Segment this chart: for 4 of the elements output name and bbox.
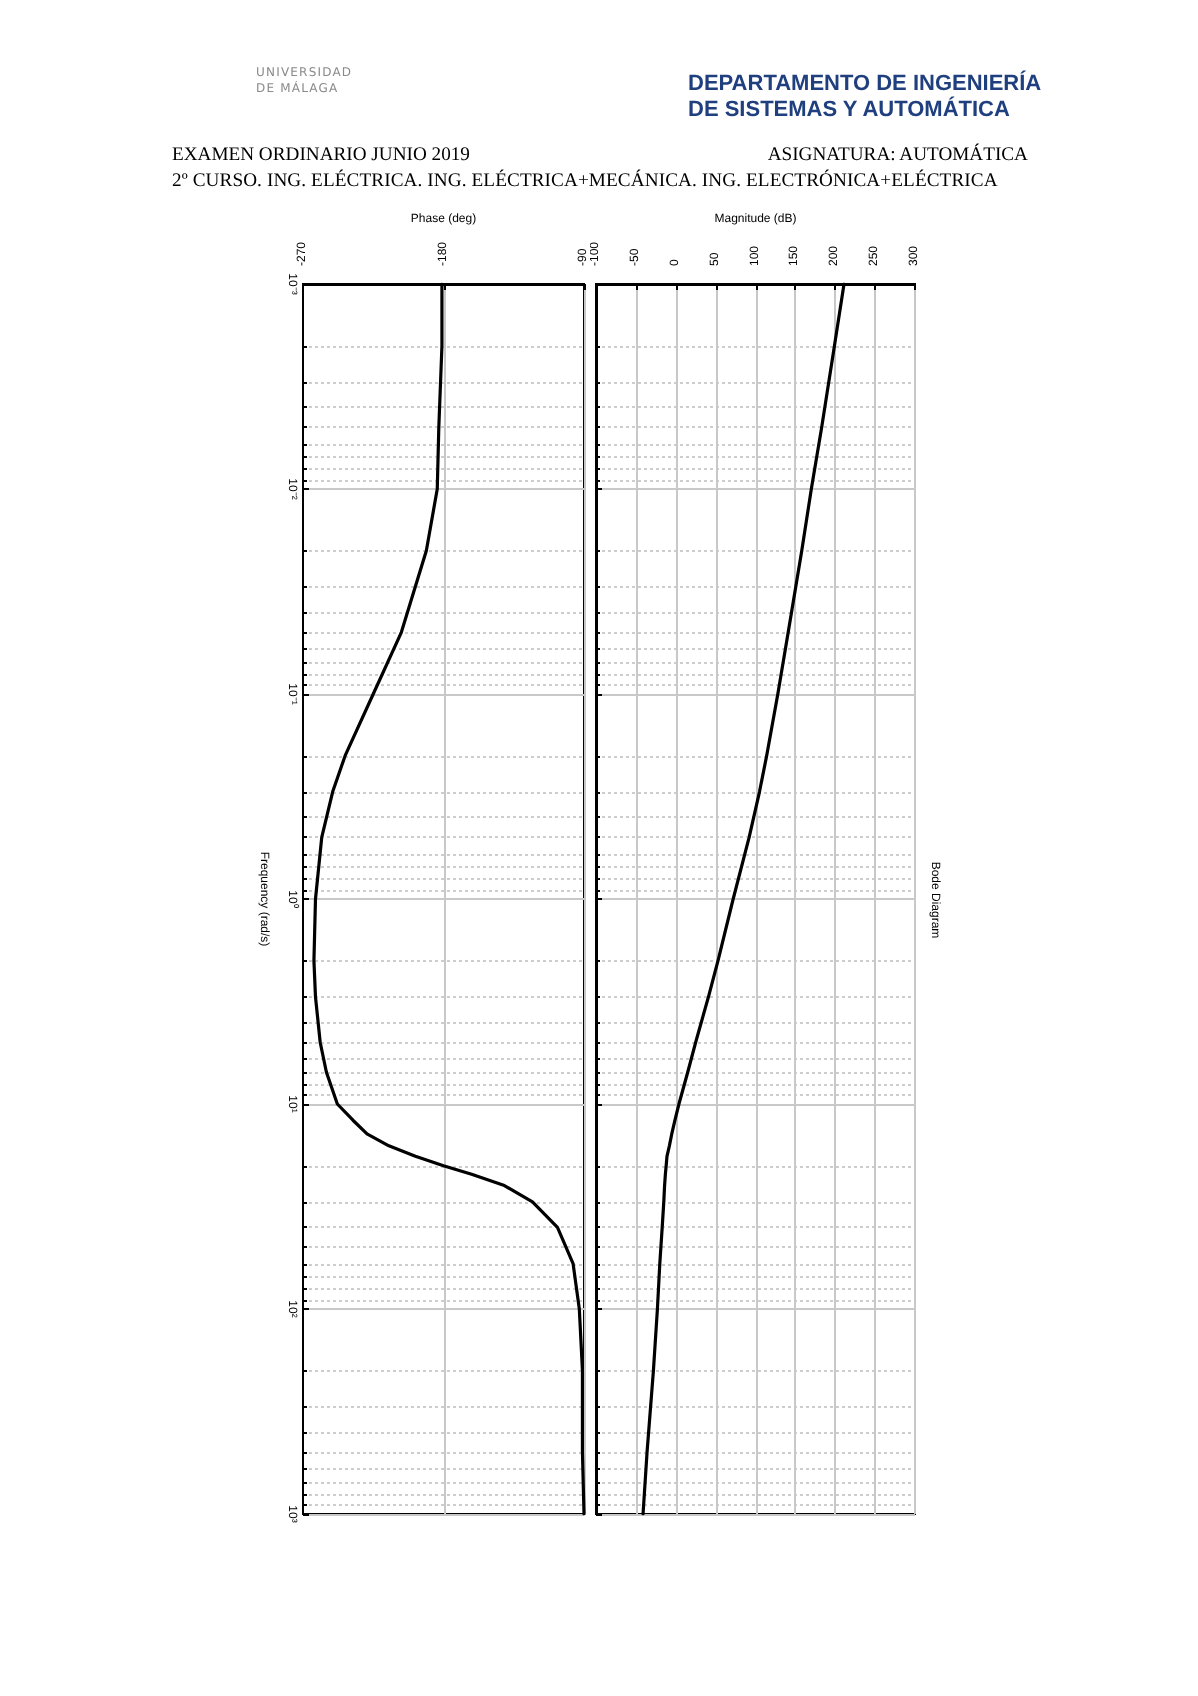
text: EXAMEN ORDINARIO JUNIO 2019 — [172, 144, 470, 166]
text: 2º CURSO. ING. ELÉCTRICA. ING. ELÉCTRICA+MECÁNICA. ING. ELECTRÓNICA+ELÉCTRICA — [172, 170, 998, 192]
text: ASIGNATURA: AUTOMÁTICA — [767, 144, 1028, 166]
text: DEPARTAMENTO DE INGENIERÍA DE SISTEMAS Y AUTOMÁTICA — [688, 72, 1043, 124]
